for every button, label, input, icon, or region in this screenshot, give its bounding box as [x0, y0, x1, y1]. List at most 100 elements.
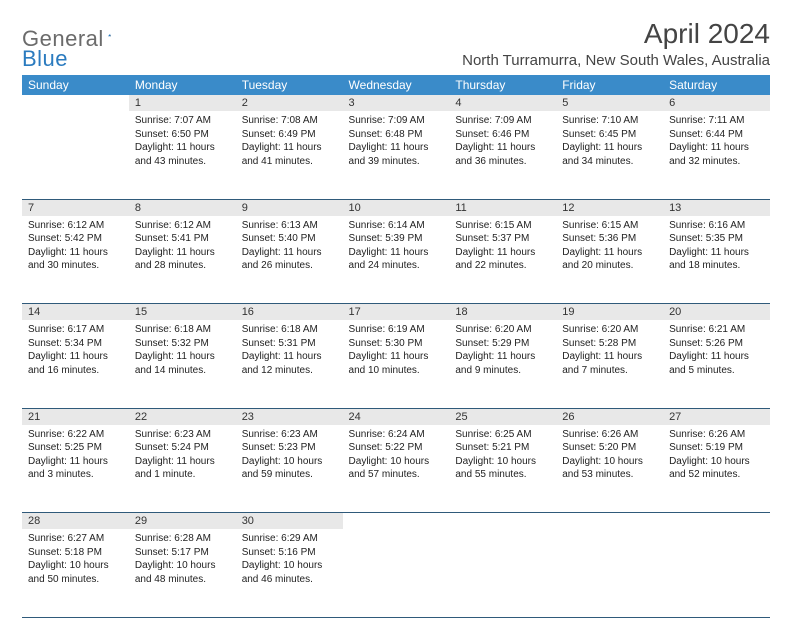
day-details: Sunrise: 6:28 AMSunset: 5:17 PMDaylight:…	[129, 529, 236, 589]
day-details	[343, 529, 450, 535]
sunset-text: Sunset: 6:50 PM	[135, 128, 230, 142]
day-number: 8	[129, 200, 236, 216]
day-number: 15	[129, 304, 236, 320]
sunset-text: Sunset: 5:26 PM	[669, 337, 764, 351]
day-number: 27	[663, 409, 770, 425]
daylight-text: Daylight: 11 hours and 3 minutes.	[28, 455, 123, 482]
day-number-cell: 22	[129, 408, 236, 425]
sunset-text: Sunset: 6:45 PM	[562, 128, 657, 142]
week-row: Sunrise: 6:27 AMSunset: 5:18 PMDaylight:…	[22, 529, 770, 617]
day-cell	[556, 529, 663, 617]
daylight-text: Daylight: 10 hours and 46 minutes.	[242, 559, 337, 586]
day-cell	[449, 529, 556, 617]
sunset-text: Sunset: 5:16 PM	[242, 546, 337, 560]
daylight-text: Daylight: 11 hours and 1 minute.	[135, 455, 230, 482]
sunset-text: Sunset: 6:48 PM	[349, 128, 444, 142]
calendar-table: Sunday Monday Tuesday Wednesday Thursday…	[22, 75, 770, 618]
sunset-text: Sunset: 5:41 PM	[135, 232, 230, 246]
day-header: Monday	[129, 75, 236, 95]
day-number: 20	[663, 304, 770, 320]
day-details: Sunrise: 6:15 AMSunset: 5:37 PMDaylight:…	[449, 216, 556, 276]
sunrise-text: Sunrise: 7:09 AM	[349, 114, 444, 128]
day-details: Sunrise: 6:18 AMSunset: 5:32 PMDaylight:…	[129, 320, 236, 380]
daylight-text: Daylight: 11 hours and 26 minutes.	[242, 246, 337, 273]
day-number-cell: 10	[343, 199, 450, 216]
sunset-text: Sunset: 5:28 PM	[562, 337, 657, 351]
sunrise-text: Sunrise: 6:28 AM	[135, 532, 230, 546]
day-header: Wednesday	[343, 75, 450, 95]
week-row: Sunrise: 6:17 AMSunset: 5:34 PMDaylight:…	[22, 320, 770, 408]
day-number-cell: 12	[556, 199, 663, 216]
day-cell: Sunrise: 6:22 AMSunset: 5:25 PMDaylight:…	[22, 425, 129, 513]
sunset-text: Sunset: 5:25 PM	[28, 441, 123, 455]
daylight-text: Daylight: 11 hours and 41 minutes.	[242, 141, 337, 168]
day-number: 18	[449, 304, 556, 320]
sunset-text: Sunset: 5:21 PM	[455, 441, 550, 455]
day-cell: Sunrise: 6:12 AMSunset: 5:41 PMDaylight:…	[129, 216, 236, 304]
day-cell: Sunrise: 6:15 AMSunset: 5:37 PMDaylight:…	[449, 216, 556, 304]
day-details: Sunrise: 6:15 AMSunset: 5:36 PMDaylight:…	[556, 216, 663, 276]
day-details: Sunrise: 6:14 AMSunset: 5:39 PMDaylight:…	[343, 216, 450, 276]
sunrise-text: Sunrise: 6:12 AM	[28, 219, 123, 233]
sunset-text: Sunset: 5:37 PM	[455, 232, 550, 246]
day-details: Sunrise: 7:09 AMSunset: 6:48 PMDaylight:…	[343, 111, 450, 171]
day-number-cell: 2	[236, 95, 343, 111]
sunrise-text: Sunrise: 6:14 AM	[349, 219, 444, 233]
day-header: Tuesday	[236, 75, 343, 95]
day-cell: Sunrise: 7:11 AMSunset: 6:44 PMDaylight:…	[663, 111, 770, 199]
sunrise-text: Sunrise: 6:21 AM	[669, 323, 764, 337]
day-cell: Sunrise: 6:18 AMSunset: 5:32 PMDaylight:…	[129, 320, 236, 408]
day-cell: Sunrise: 6:15 AMSunset: 5:36 PMDaylight:…	[556, 216, 663, 304]
day-header: Saturday	[663, 75, 770, 95]
day-details: Sunrise: 6:20 AMSunset: 5:28 PMDaylight:…	[556, 320, 663, 380]
sunrise-text: Sunrise: 6:15 AM	[562, 219, 657, 233]
day-number: 19	[556, 304, 663, 320]
day-details: Sunrise: 6:23 AMSunset: 5:23 PMDaylight:…	[236, 425, 343, 485]
day-cell: Sunrise: 6:25 AMSunset: 5:21 PMDaylight:…	[449, 425, 556, 513]
day-details: Sunrise: 6:25 AMSunset: 5:21 PMDaylight:…	[449, 425, 556, 485]
sunrise-text: Sunrise: 7:09 AM	[455, 114, 550, 128]
day-cell: Sunrise: 6:26 AMSunset: 5:19 PMDaylight:…	[663, 425, 770, 513]
day-number: 2	[236, 95, 343, 111]
sunset-text: Sunset: 5:23 PM	[242, 441, 337, 455]
sunset-text: Sunset: 5:39 PM	[349, 232, 444, 246]
day-cell: Sunrise: 6:27 AMSunset: 5:18 PMDaylight:…	[22, 529, 129, 617]
sunset-text: Sunset: 6:49 PM	[242, 128, 337, 142]
day-number: 9	[236, 200, 343, 216]
daylight-text: Daylight: 11 hours and 14 minutes.	[135, 350, 230, 377]
day-number: 14	[22, 304, 129, 320]
daylight-text: Daylight: 10 hours and 48 minutes.	[135, 559, 230, 586]
daylight-text: Daylight: 11 hours and 22 minutes.	[455, 246, 550, 273]
daylight-text: Daylight: 11 hours and 16 minutes.	[28, 350, 123, 377]
day-details: Sunrise: 6:20 AMSunset: 5:29 PMDaylight:…	[449, 320, 556, 380]
day-number-cell: 20	[663, 304, 770, 321]
day-details	[449, 529, 556, 535]
daylight-text: Daylight: 11 hours and 5 minutes.	[669, 350, 764, 377]
day-details: Sunrise: 6:26 AMSunset: 5:19 PMDaylight:…	[663, 425, 770, 485]
daylight-text: Daylight: 11 hours and 39 minutes.	[349, 141, 444, 168]
logo-blue-wrapper: Blue	[22, 46, 68, 72]
day-cell: Sunrise: 6:18 AMSunset: 5:31 PMDaylight:…	[236, 320, 343, 408]
sunrise-text: Sunrise: 6:13 AM	[242, 219, 337, 233]
day-cell: Sunrise: 6:21 AMSunset: 5:26 PMDaylight:…	[663, 320, 770, 408]
day-number-cell: 9	[236, 199, 343, 216]
day-details: Sunrise: 6:21 AMSunset: 5:26 PMDaylight:…	[663, 320, 770, 380]
day-number-cell: 29	[129, 513, 236, 530]
logo-triangle-icon	[108, 27, 111, 43]
day-header: Thursday	[449, 75, 556, 95]
sunset-text: Sunset: 5:32 PM	[135, 337, 230, 351]
sunrise-text: Sunrise: 6:12 AM	[135, 219, 230, 233]
day-number: 6	[663, 95, 770, 111]
day-number: 10	[343, 200, 450, 216]
sunset-text: Sunset: 5:36 PM	[562, 232, 657, 246]
sunrise-text: Sunrise: 7:10 AM	[562, 114, 657, 128]
day-cell: Sunrise: 6:23 AMSunset: 5:23 PMDaylight:…	[236, 425, 343, 513]
daylight-text: Daylight: 11 hours and 36 minutes.	[455, 141, 550, 168]
day-cell: Sunrise: 6:17 AMSunset: 5:34 PMDaylight:…	[22, 320, 129, 408]
day-number-cell: 21	[22, 408, 129, 425]
sunset-text: Sunset: 5:24 PM	[135, 441, 230, 455]
day-cell	[343, 529, 450, 617]
day-number-cell: 17	[343, 304, 450, 321]
day-number: 5	[556, 95, 663, 111]
day-details: Sunrise: 6:27 AMSunset: 5:18 PMDaylight:…	[22, 529, 129, 589]
